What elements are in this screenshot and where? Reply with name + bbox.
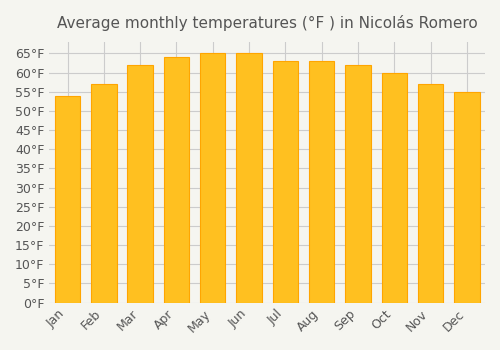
Bar (200, 54, 226, 303)
Bar (236, 54, 262, 303)
Bar (55, 96, 80, 303)
Bar (309, 61, 334, 303)
Bar (382, 72, 407, 303)
Title: Average monthly temperatures (°F ) in Nicolás Romero: Average monthly temperatures (°F ) in Ni… (57, 15, 478, 31)
Bar (91, 84, 116, 303)
Bar (164, 57, 189, 303)
Bar (418, 84, 444, 303)
Bar (272, 61, 298, 303)
Bar (454, 92, 479, 303)
Bar (345, 65, 370, 303)
Bar (128, 65, 153, 303)
